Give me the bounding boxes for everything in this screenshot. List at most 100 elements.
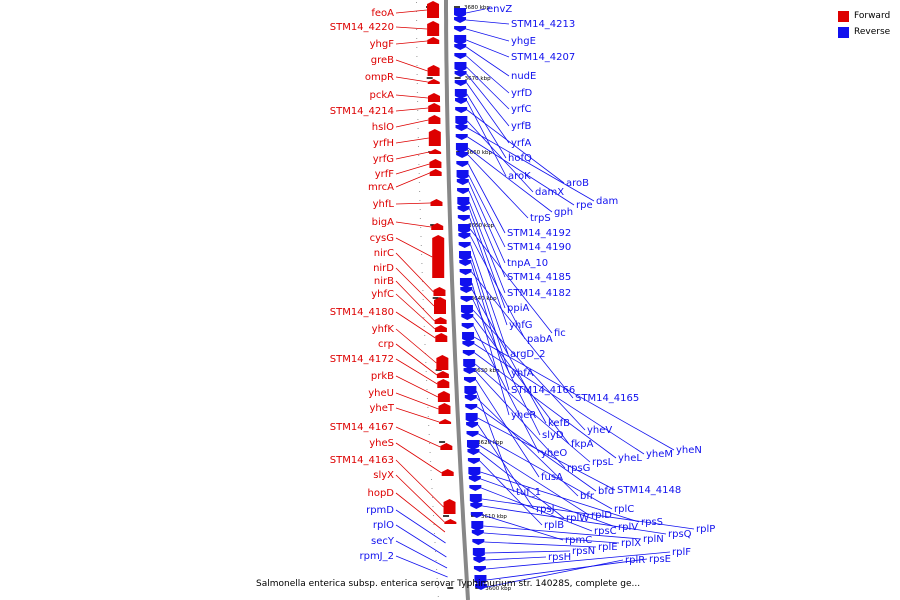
gene-label-stm14-4166[interactable]: STM14_4166 xyxy=(511,385,575,396)
gene-label-yhfa[interactable]: yhfA xyxy=(511,368,534,379)
gene-label-fkpa[interactable]: fkpA xyxy=(571,439,594,450)
gene-label-nird[interactable]: nirD xyxy=(373,263,394,274)
gene-label-ppia[interactable]: ppiA xyxy=(507,303,529,314)
gene-label-yher[interactable]: yheR xyxy=(511,410,536,421)
gene-label-yhev[interactable]: yheV xyxy=(587,425,612,436)
gene-label-feoa[interactable]: feoA xyxy=(371,8,394,19)
gene-label-stm14-4172[interactable]: STM14_4172 xyxy=(330,354,394,365)
gene-label-nirc[interactable]: nirC xyxy=(374,248,394,259)
gene-label-yrfb[interactable]: yrfB xyxy=(511,121,532,132)
gene-label-kefb[interactable]: kefB xyxy=(548,418,570,429)
gene-label-envz[interactable]: envZ xyxy=(487,4,512,15)
gene-label-rpsq[interactable]: rpsQ xyxy=(668,529,692,540)
gene-label-yhes[interactable]: yheS xyxy=(369,438,394,449)
gene-label-rpmd[interactable]: rpmD xyxy=(366,505,394,516)
gene-label-stm14-4185[interactable]: STM14_4185 xyxy=(507,272,571,283)
gene-label-rpe[interactable]: rpe xyxy=(576,200,593,211)
gene-label-rpse[interactable]: rpsE xyxy=(649,554,671,565)
gene-label-secy[interactable]: secY xyxy=(371,536,395,547)
gene-label-yhen[interactable]: yheN xyxy=(676,445,702,456)
gene-label-stm14-4163[interactable]: STM14_4163 xyxy=(330,455,394,466)
gene-label-tnpa-10[interactable]: tnpA_10 xyxy=(507,258,548,269)
gene-label-yhet[interactable]: yheT xyxy=(369,403,394,414)
gene-label-rpln[interactable]: rplN xyxy=(643,534,664,545)
gene-label-rplw[interactable]: rplW xyxy=(566,513,589,524)
gene-label-hopd[interactable]: hopD xyxy=(367,488,394,499)
gene-label-yrfc[interactable]: yrfC xyxy=(511,104,532,115)
gene-label-ompr[interactable]: ompR xyxy=(365,72,394,83)
gene-label-bfr[interactable]: bfr xyxy=(580,491,595,502)
gene-label-pcka[interactable]: pckA xyxy=(370,90,395,101)
gene-label-dam[interactable]: dam xyxy=(596,196,618,207)
gene-label-yhfl[interactable]: yhfL xyxy=(373,199,395,210)
gene-label-rpld[interactable]: rplD xyxy=(591,510,612,521)
position-dot xyxy=(416,83,418,84)
gene-label-hslo[interactable]: hslO xyxy=(372,122,394,133)
gene-label-rple[interactable]: rplE xyxy=(598,542,618,553)
gene-label-stm14-4180[interactable]: STM14_4180 xyxy=(330,307,394,318)
gene-label-fic[interactable]: fic xyxy=(554,328,566,339)
gene-label-bfd[interactable]: bfd xyxy=(598,486,614,497)
gene-label-rplp[interactable]: rplP xyxy=(696,524,715,535)
gene-label-yhfk[interactable]: yhfK xyxy=(372,324,395,335)
gene-label-trps[interactable]: trpS xyxy=(530,213,551,224)
gene-label-yhem[interactable]: yheM xyxy=(646,449,673,460)
gene-label-biga[interactable]: bigA xyxy=(372,217,394,228)
gene-label-rpsj[interactable]: rpsJ xyxy=(536,504,555,515)
gene-label-rplo[interactable]: rplO xyxy=(373,520,394,531)
gene-label-yheu[interactable]: yheU xyxy=(368,388,394,399)
gene-label-rpsh[interactable]: rpsH xyxy=(548,552,571,563)
gene-label-slyx[interactable]: slyX xyxy=(373,470,394,481)
gene-label-yhel[interactable]: yheL xyxy=(618,453,642,464)
gene-label-rpsc[interactable]: rpsC xyxy=(594,526,617,537)
gene-label-tuf-1[interactable]: tuf_1 xyxy=(516,487,541,498)
gene-label-stm14-4214[interactable]: STM14_4214 xyxy=(330,106,394,117)
gene-label-yhfg[interactable]: yhfG xyxy=(509,320,533,331)
gene-label-stm14-4190[interactable]: STM14_4190 xyxy=(507,242,571,253)
gene-label-rpss[interactable]: rpsS xyxy=(641,517,663,528)
gene-label-yheo[interactable]: yheO xyxy=(541,448,567,459)
gene-label-stm14-4220[interactable]: STM14_4220 xyxy=(330,22,394,33)
gene-label-gph[interactable]: gph xyxy=(554,207,573,218)
gene-label-stm14-4167[interactable]: STM14_4167 xyxy=(330,422,394,433)
gene-label-rpsg[interactable]: rpsG xyxy=(567,463,590,474)
gene-label-fusa[interactable]: fusA xyxy=(541,472,563,483)
gene-label-stm14-4182[interactable]: STM14_4182 xyxy=(507,288,571,299)
gene-label-rplv[interactable]: rplV xyxy=(618,522,638,533)
gene-label-nirb[interactable]: nirB xyxy=(374,276,394,287)
gene-label-rplc[interactable]: rplC xyxy=(614,504,634,515)
gene-label-yhfc[interactable]: yhfC xyxy=(371,289,394,300)
gene-label-stm14-4148[interactable]: STM14_4148 xyxy=(617,485,681,496)
gene-label-yrfd[interactable]: yrfD xyxy=(511,88,533,99)
gene-label-yrfg[interactable]: yrfG xyxy=(373,154,394,165)
gene-label-greb[interactable]: greB xyxy=(371,55,394,66)
gene-label-mrca[interactable]: mrcA xyxy=(368,182,394,193)
gene-label-rpmc[interactable]: rpmC xyxy=(565,535,592,546)
gene-label-yrfa[interactable]: yrfA xyxy=(511,138,532,149)
gene-label-crp[interactable]: crp xyxy=(378,339,394,350)
gene-label-nude[interactable]: nudE xyxy=(511,71,536,82)
gene-label-yrfh[interactable]: yrfH xyxy=(373,138,394,149)
gene-label-arok[interactable]: aroK xyxy=(508,171,531,182)
gene-label-rpsl[interactable]: rpsL xyxy=(592,457,614,468)
gene-label-rplr[interactable]: rplR xyxy=(625,555,645,566)
gene-label-paba[interactable]: pabA xyxy=(527,334,553,345)
gene-label-damx[interactable]: damX xyxy=(535,187,564,198)
gene-label-yrff[interactable]: yrfF xyxy=(375,169,395,180)
gene-label-yhge[interactable]: yhgE xyxy=(511,36,536,47)
gene-label-stm14-4213[interactable]: STM14_4213 xyxy=(511,19,575,30)
gene-label-stm14-4165[interactable]: STM14_4165 xyxy=(575,393,639,404)
gene-label-argd-2[interactable]: argD_2 xyxy=(510,349,545,360)
gene-label-rplx[interactable]: rplX xyxy=(621,538,641,549)
gene-label-rplb[interactable]: rplB xyxy=(544,520,564,531)
gene-label-yhgf[interactable]: yhgF xyxy=(370,39,395,50)
gene-label-rpmj-2[interactable]: rpmJ_2 xyxy=(359,551,394,562)
gene-label-stm14-4207[interactable]: STM14_4207 xyxy=(511,52,575,63)
gene-label-cysg[interactable]: cysG xyxy=(370,233,394,244)
gene-label-rpsn[interactable]: rpsN xyxy=(572,546,595,557)
gene-label-slyd[interactable]: slyD xyxy=(542,430,564,441)
gene-label-stm14-4192[interactable]: STM14_4192 xyxy=(507,228,571,239)
gene-label-arob[interactable]: aroB xyxy=(566,178,589,189)
gene-label-rplf[interactable]: rplF xyxy=(672,547,691,558)
gene-label-prkb[interactable]: prkB xyxy=(371,371,394,382)
